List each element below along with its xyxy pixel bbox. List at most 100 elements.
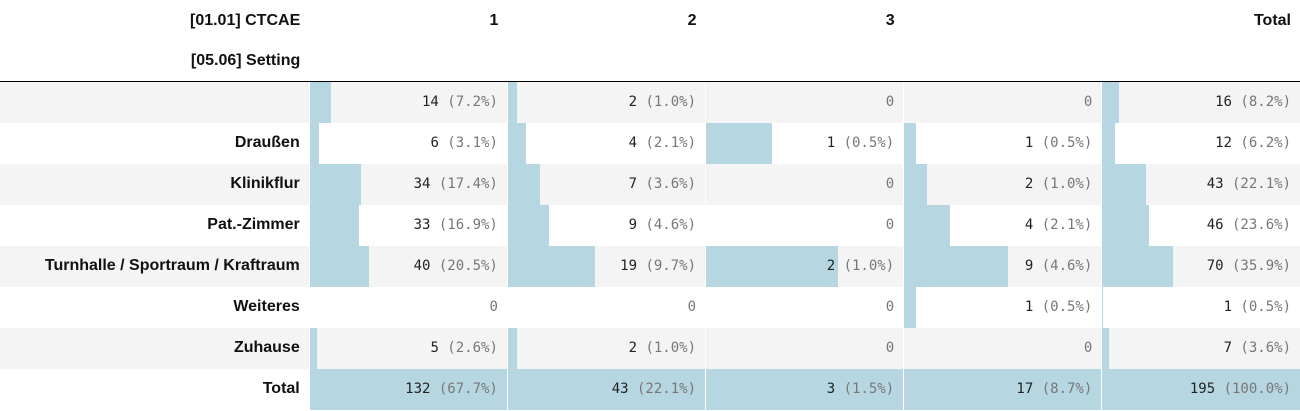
- cell-value: 7 (3.6%): [629, 176, 696, 192]
- proportion-bar: [1102, 163, 1146, 205]
- table-cell: 0: [705, 327, 904, 369]
- cell-value: 70 (35.9%): [1207, 258, 1291, 274]
- row-label: Turnhalle / Sportraum / Kraftraum: [44, 257, 300, 274]
- cell-value: 19 (9.7%): [620, 258, 696, 274]
- table-cell: 2 (1.0%): [705, 245, 904, 287]
- cell-percent: (20.5%): [438, 258, 498, 274]
- proportion-bar: [309, 163, 361, 205]
- cell-value: 34 (17.4%): [414, 176, 498, 192]
- table-cell: 0: [705, 286, 904, 328]
- cell-percent: (35.9%): [1231, 258, 1291, 274]
- cell-percent: (16.9%): [438, 217, 498, 233]
- proportion-bar: [309, 122, 319, 164]
- cell-percent: (4.6%): [645, 217, 697, 233]
- proportion-bar: [706, 122, 772, 164]
- table-cell: 3 (1.5%): [705, 368, 904, 410]
- cell-value: 195 (100.0%): [1190, 381, 1291, 397]
- proportion-bar: [904, 204, 951, 246]
- table-cell: 195 (100.0%): [1101, 368, 1300, 410]
- table-cell: 2 (1.0%): [506, 81, 706, 123]
- table-cell: 1 (0.5%): [705, 122, 904, 164]
- cell-value: 0: [885, 299, 895, 315]
- table-cell: 0: [506, 286, 706, 328]
- table-row: 14 (7.2%) 2 (1.0%) 0 0 16 (8.2%): [0, 81, 1300, 123]
- cell-count: 195: [1189, 381, 1224, 397]
- cell-count: 2: [628, 340, 646, 356]
- cell-value: 43 (22.1%): [612, 381, 696, 397]
- cell-value: 0: [687, 299, 697, 315]
- column-header: 2: [687, 11, 697, 29]
- cell-value: 7 (3.6%): [1224, 340, 1291, 356]
- proportion-bar: [1102, 122, 1115, 164]
- table-cell: 17 (8.7%): [903, 368, 1102, 410]
- table-row: Weiteres 0 0 0 1 (0.5%) 1 (0.5%): [0, 286, 1300, 328]
- table-cell: 6 (3.1%): [308, 122, 508, 164]
- cell-percent: (0.5%): [1041, 299, 1093, 315]
- cell-value: 12 (6.2%): [1215, 135, 1291, 151]
- cell-percent: (1.5%): [843, 381, 895, 397]
- cell-count: 1: [826, 135, 844, 151]
- cell-value: 132 (67.7%): [405, 381, 498, 397]
- table-cell: 33 (16.9%): [308, 204, 508, 246]
- proportion-bar: [904, 368, 1102, 410]
- cell-percent: (100.0%): [1223, 381, 1291, 397]
- table-cell: 12 (6.2%): [1101, 122, 1300, 164]
- cell-value: 46 (23.6%): [1207, 217, 1291, 233]
- table-cell: 0: [903, 81, 1102, 123]
- table-cell: 19 (9.7%): [506, 245, 706, 287]
- cell-percent: (1.0%): [645, 94, 697, 111]
- table-cell: 4 (2.1%): [506, 122, 706, 164]
- cell-count: 16: [1215, 94, 1241, 111]
- cell-count: 7: [1223, 340, 1241, 356]
- cell-count: 2: [628, 94, 646, 111]
- proportion-bar: [507, 163, 540, 205]
- cell-count: 1: [1024, 299, 1042, 315]
- table-row: Draußen 6 (3.1%) 4 (2.1%) 1 (0.5%) 1 (0.5%) 1…: [0, 122, 1300, 164]
- cell-value: 1 (0.5%): [827, 135, 894, 151]
- cell-value: 16 (8.2%): [1215, 94, 1291, 110]
- cell-count: 46: [1206, 217, 1232, 233]
- cell-value: 43 (22.1%): [1207, 176, 1291, 192]
- proportion-bar: [1102, 245, 1174, 287]
- cell-percent: (67.7%): [438, 381, 498, 397]
- cell-value: 0: [885, 217, 895, 233]
- table-cell: 46 (23.6%): [1101, 204, 1300, 246]
- proportion-bar: [904, 163, 928, 205]
- table-cell: 40 (20.5%): [308, 245, 508, 287]
- cell-count: 40: [413, 258, 439, 274]
- proportion-bar: [706, 368, 904, 410]
- proportion-bar: [904, 245, 1009, 287]
- table-body: 14 (7.2%) 2 (1.0%) 0 0 16 (8.2%) Draußen 6 (3.…: [0, 81, 1300, 410]
- cell-value: 9 (4.6%): [629, 217, 696, 233]
- cell-count: 4: [1024, 217, 1042, 233]
- table-row: Klinikflur 34 (17.4%) 7 (3.6%) 0 2 (1.0%) 43 …: [0, 163, 1300, 205]
- cell-count: 5: [430, 340, 448, 356]
- cell-value: 1 (0.5%): [1224, 299, 1291, 315]
- table-cell: 1 (0.5%): [1101, 286, 1300, 328]
- cell-percent: (4.6%): [1041, 258, 1093, 274]
- cell-percent: (3.6%): [645, 176, 697, 192]
- table-row: Zuhause 5 (2.6%) 2 (1.0%) 0 0 7 (3.6%): [0, 327, 1300, 369]
- cell-count: 34: [413, 176, 439, 192]
- cell-value: 1 (0.5%): [1025, 299, 1092, 315]
- table-cell: 43 (22.1%): [506, 368, 706, 410]
- proportion-bar: [309, 245, 370, 287]
- cell-count: 132: [405, 381, 439, 397]
- proportion-bar: [1102, 327, 1110, 369]
- cell-value: 4 (2.1%): [629, 135, 696, 151]
- proportion-bar: [904, 286, 916, 328]
- cell-value: 5 (2.6%): [430, 340, 497, 356]
- table-cell: 4 (2.1%): [903, 204, 1102, 246]
- cell-percent: (1.0%): [843, 258, 895, 274]
- cell-percent: (3.1%): [447, 135, 498, 151]
- cell-percent: (22.1%): [637, 381, 697, 397]
- column-variable-label: [01.01] CTCAE: [189, 11, 301, 29]
- proportion-bar: [904, 122, 916, 164]
- column-header: 3: [885, 11, 895, 29]
- table-cell: 34 (17.4%): [308, 163, 508, 205]
- cell-value: 0: [489, 299, 498, 315]
- table-cell: 1 (0.5%): [903, 122, 1102, 164]
- cell-value: 0: [885, 340, 895, 356]
- cell-count: 70: [1206, 258, 1232, 274]
- table-cell: 5 (2.6%): [308, 327, 508, 369]
